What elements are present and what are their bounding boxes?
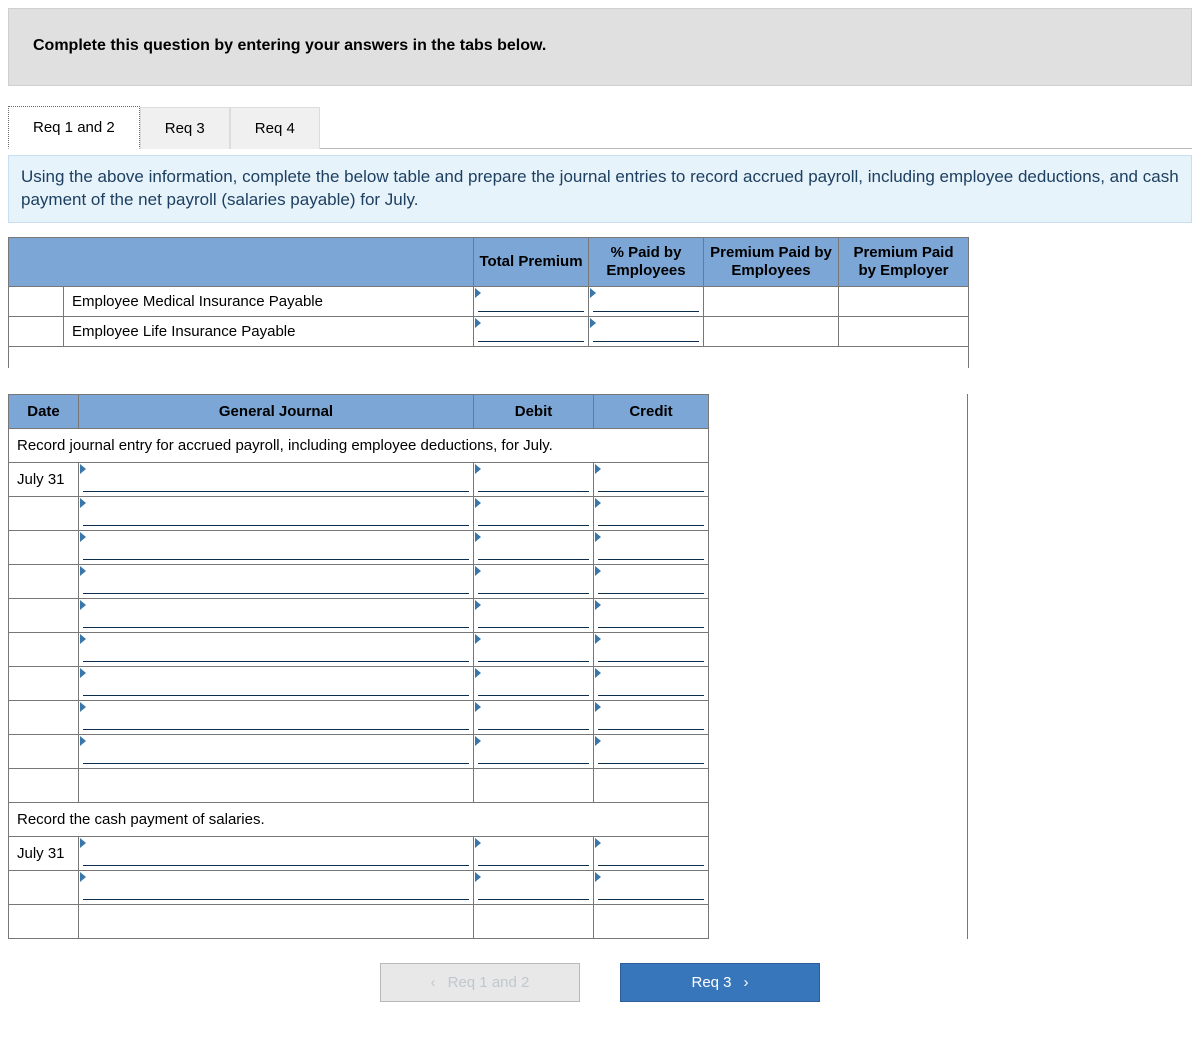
je-debit-input[interactable] xyxy=(474,565,594,599)
je-account-input[interactable] xyxy=(79,837,474,871)
je-date: July 31 xyxy=(9,837,79,871)
chevron-right-icon: › xyxy=(744,974,749,991)
je-debit-input[interactable] xyxy=(474,735,594,769)
je-account-input[interactable] xyxy=(79,463,474,497)
je-section-title-2: Record the cash payment of salaries. xyxy=(9,803,709,837)
premium-input[interactable] xyxy=(839,286,969,316)
je-account-input[interactable] xyxy=(79,531,474,565)
premium-input[interactable] xyxy=(704,286,839,316)
je-th-gj: General Journal xyxy=(79,395,474,429)
premium-th-paid-er: Premium Paid by Employer xyxy=(839,237,969,286)
je-credit-input[interactable] xyxy=(594,905,709,939)
prev-label: Req 1 and 2 xyxy=(448,974,530,991)
je-debit-input[interactable] xyxy=(474,463,594,497)
tabs: Req 1 and 2 Req 3 Req 4 xyxy=(8,106,1192,149)
je-account-input[interactable] xyxy=(79,599,474,633)
journal-table: Date General Journal Debit Credit Record… xyxy=(8,394,709,939)
je-debit-input[interactable] xyxy=(474,497,594,531)
je-credit-input[interactable] xyxy=(594,633,709,667)
tab-req-1-2[interactable]: Req 1 and 2 xyxy=(8,106,140,149)
je-credit-input[interactable] xyxy=(594,701,709,735)
chevron-left-icon: ‹ xyxy=(431,974,436,991)
premium-table: Total Premium % Paid by Employees Premiu… xyxy=(8,237,969,369)
je-account-input[interactable] xyxy=(79,667,474,701)
prev-button[interactable]: ‹ Req 1 and 2 xyxy=(380,963,580,1002)
next-label: Req 3 xyxy=(691,974,731,991)
premium-th-pct: % Paid by Employees xyxy=(589,237,704,286)
premium-row-life: Employee Life Insurance Payable xyxy=(64,316,474,346)
je-account-input[interactable] xyxy=(79,701,474,735)
je-debit-input[interactable] xyxy=(474,701,594,735)
je-credit-input[interactable] xyxy=(594,565,709,599)
je-account-input[interactable] xyxy=(79,871,474,905)
premium-input[interactable] xyxy=(589,286,704,316)
je-account-input[interactable] xyxy=(79,497,474,531)
je-credit-input[interactable] xyxy=(594,837,709,871)
nav-buttons: ‹ Req 1 and 2 Req 3 › xyxy=(8,963,1192,1002)
tab-req-3[interactable]: Req 3 xyxy=(140,107,230,149)
je-debit-input[interactable] xyxy=(474,769,594,803)
premium-th-paid-emp: Premium Paid by Employees xyxy=(704,237,839,286)
je-credit-input[interactable] xyxy=(594,497,709,531)
je-th-date: Date xyxy=(9,395,79,429)
je-credit-input[interactable] xyxy=(594,871,709,905)
premium-input[interactable] xyxy=(704,316,839,346)
je-debit-input[interactable] xyxy=(474,599,594,633)
premium-input[interactable] xyxy=(474,316,589,346)
je-account-input[interactable] xyxy=(79,565,474,599)
je-section-title-1: Record journal entry for accrued payroll… xyxy=(9,429,709,463)
je-credit-input[interactable] xyxy=(594,769,709,803)
je-debit-input[interactable] xyxy=(474,837,594,871)
premium-input[interactable] xyxy=(589,316,704,346)
premium-input[interactable] xyxy=(839,316,969,346)
je-account-input[interactable] xyxy=(79,905,474,939)
je-debit-input[interactable] xyxy=(474,633,594,667)
banner-text: Complete this question by entering your … xyxy=(33,37,546,54)
je-th-credit: Credit xyxy=(594,395,709,429)
je-credit-input[interactable] xyxy=(594,599,709,633)
je-credit-input[interactable] xyxy=(594,463,709,497)
je-debit-input[interactable] xyxy=(474,905,594,939)
je-debit-input[interactable] xyxy=(474,871,594,905)
tab-req-4[interactable]: Req 4 xyxy=(230,107,320,149)
je-th-debit: Debit xyxy=(474,395,594,429)
question-instructions: Using the above information, complete th… xyxy=(8,155,1192,223)
next-button[interactable]: Req 3 › xyxy=(620,963,820,1002)
je-date: July 31 xyxy=(9,463,79,497)
je-account-input[interactable] xyxy=(79,735,474,769)
premium-th-total: Total Premium xyxy=(474,237,589,286)
premium-row-medical: Employee Medical Insurance Payable xyxy=(64,286,474,316)
je-debit-input[interactable] xyxy=(474,531,594,565)
je-debit-input[interactable] xyxy=(474,667,594,701)
je-credit-input[interactable] xyxy=(594,667,709,701)
premium-input[interactable] xyxy=(474,286,589,316)
je-credit-input[interactable] xyxy=(594,735,709,769)
je-account-input[interactable] xyxy=(79,769,474,803)
je-account-input[interactable] xyxy=(79,633,474,667)
je-credit-input[interactable] xyxy=(594,531,709,565)
instruction-banner: Complete this question by entering your … xyxy=(8,8,1192,86)
